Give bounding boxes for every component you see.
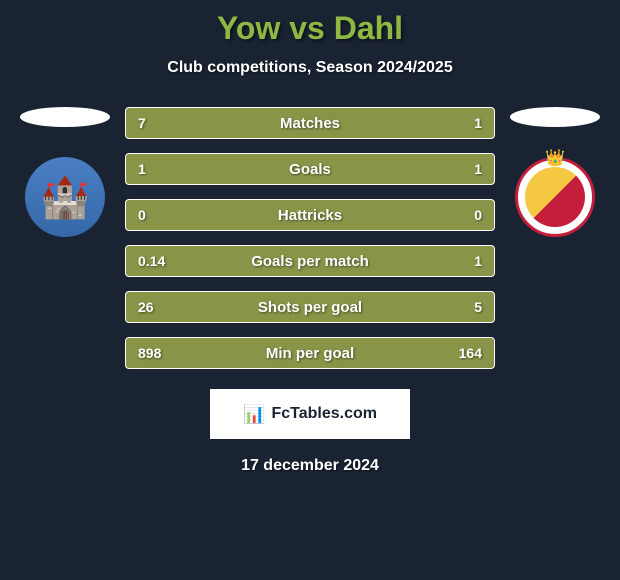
stat-left-value: 898 — [138, 345, 161, 361]
stat-bar-min-per-goal: 898 Min per goal 164 — [125, 337, 495, 369]
comparison-content: 🏰 7 Matches 1 1 Goals 1 0 Hattricks 0 0.… — [0, 107, 620, 369]
stats-column: 7 Matches 1 1 Goals 1 0 Hattricks 0 0.14… — [125, 107, 495, 369]
stat-right-value: 164 — [459, 345, 482, 361]
left-club-logo: 🏰 — [25, 157, 105, 237]
stat-label: Hattricks — [278, 207, 342, 224]
stat-left-value: 0.14 — [138, 253, 165, 269]
stat-label: Goals — [289, 161, 331, 178]
stat-bar-matches: 7 Matches 1 — [125, 107, 495, 139]
stat-left-value: 1 — [138, 161, 146, 177]
stat-bar-goals: 1 Goals 1 — [125, 153, 495, 185]
stat-right-value: 1 — [474, 253, 482, 269]
stat-label: Min per goal — [266, 345, 354, 362]
shield-icon — [525, 167, 585, 227]
stat-right-value: 1 — [474, 161, 482, 177]
crown-icon: 👑 — [545, 148, 565, 168]
stat-bar-goals-per-match: 0.14 Goals per match 1 — [125, 245, 495, 277]
castle-icon: 🏰 — [35, 167, 95, 227]
stat-left-value: 0 — [138, 207, 146, 223]
stat-label: Shots per goal — [258, 299, 362, 316]
stat-bar-shots-per-goal: 26 Shots per goal 5 — [125, 291, 495, 323]
shadow-ellipse-right — [510, 107, 600, 127]
page-subtitle: Club competitions, Season 2024/2025 — [0, 59, 620, 77]
right-club-logo: 👑 — [515, 157, 595, 237]
shadow-ellipse-left — [20, 107, 110, 127]
page-title: Yow vs Dahl — [0, 0, 620, 47]
stat-label: Matches — [280, 115, 340, 132]
stat-left-value: 26 — [138, 299, 154, 315]
stat-bar-hattricks: 0 Hattricks 0 — [125, 199, 495, 231]
stat-right-value: 1 — [474, 115, 482, 131]
stat-label: Goals per match — [251, 253, 369, 270]
stat-right-value: 5 — [474, 299, 482, 315]
right-player-column: 👑 — [505, 107, 605, 237]
date-label: 17 december 2024 — [0, 457, 620, 475]
stat-left-value: 7 — [138, 115, 146, 131]
fctables-label: FcTables.com — [271, 405, 377, 423]
stat-right-value: 0 — [474, 207, 482, 223]
fctables-badge[interactable]: FcTables.com — [210, 389, 410, 439]
left-player-column: 🏰 — [15, 107, 115, 237]
